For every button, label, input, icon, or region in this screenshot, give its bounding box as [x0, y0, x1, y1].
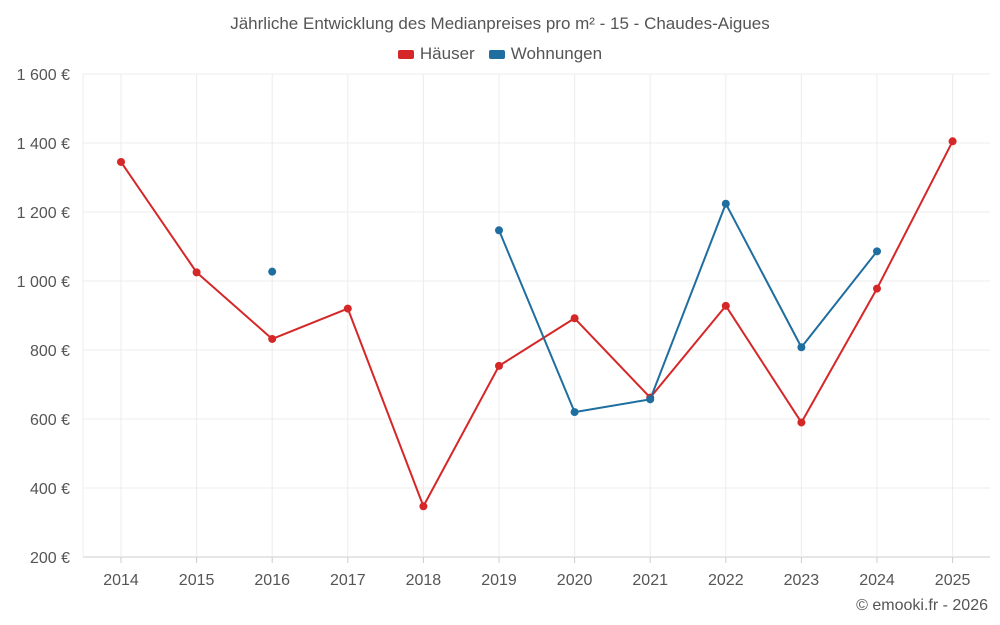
x-tick-label: 2017	[330, 572, 366, 589]
x-tick-label: 2024	[859, 572, 895, 589]
data-point-haeuser[interactable]	[873, 284, 881, 293]
y-tick-label: 1 600 €	[17, 67, 70, 84]
y-tick-label: 1 000 €	[17, 274, 70, 291]
x-tick-label: 2019	[481, 572, 517, 589]
y-tick-label: 600 €	[30, 412, 70, 429]
data-point-haeuser[interactable]	[268, 334, 277, 343]
chart-title: Jährliche Entwicklung des Medianpreises …	[230, 14, 770, 33]
legend-item-wohnungen[interactable]: Wohnungen	[488, 44, 603, 64]
series-line-haeuser	[120, 140, 954, 508]
legend-swatch-haeuser	[397, 49, 414, 59]
y-tick-label: 200 €	[30, 550, 70, 567]
x-tick-label: 2025	[935, 572, 971, 589]
credit-text: © emooki.fr - 2026	[856, 597, 988, 614]
y-tick-label: 800 €	[30, 343, 70, 360]
y-tick-label: 1 400 €	[17, 136, 70, 153]
x-tick-label: 2014	[103, 572, 139, 589]
data-point-wohnungen[interactable]	[570, 408, 579, 417]
legend-label-wohnungen: Wohnungen	[510, 44, 603, 63]
data-point-wohnungen[interactable]	[646, 395, 655, 404]
x-tick-label: 2020	[557, 572, 593, 589]
x-tick-label: 2018	[406, 572, 442, 589]
data-point-wohnungen[interactable]	[495, 226, 503, 235]
data-point-haeuser[interactable]	[570, 314, 579, 323]
data-point-wohnungen[interactable]	[721, 199, 730, 208]
x-tick-label: 2023	[784, 572, 820, 589]
x-tick-label: 2016	[254, 572, 290, 589]
y-tick-label: 1 200 €	[17, 205, 70, 222]
data-point-haeuser[interactable]	[495, 361, 503, 370]
legend-label-haeuser: Häuser	[419, 44, 475, 63]
data-point-haeuser[interactable]	[419, 502, 428, 511]
data-point-wohnungen[interactable]	[797, 343, 806, 352]
y-tick-label: 400 €	[30, 481, 70, 498]
data-point-haeuser[interactable]	[192, 268, 201, 277]
legend-item-haeuser[interactable]: Häuser	[397, 44, 475, 64]
legend: Häuser Wohnungen	[0, 44, 1000, 64]
legend-swatch-wohnungen	[488, 49, 505, 59]
data-point-haeuser[interactable]	[948, 137, 957, 146]
x-tick-label: 2015	[179, 572, 215, 589]
series-line-wohnungen	[498, 202, 878, 414]
data-point-haeuser[interactable]	[117, 157, 125, 166]
x-tick-label: 2021	[632, 572, 668, 589]
data-point-wohnungen[interactable]	[268, 267, 277, 276]
data-point-haeuser[interactable]	[797, 418, 806, 427]
data-point-haeuser[interactable]	[343, 304, 352, 313]
data-point-haeuser[interactable]	[721, 301, 730, 310]
x-tick-label: 2022	[708, 572, 744, 589]
data-point-wohnungen[interactable]	[873, 247, 881, 256]
